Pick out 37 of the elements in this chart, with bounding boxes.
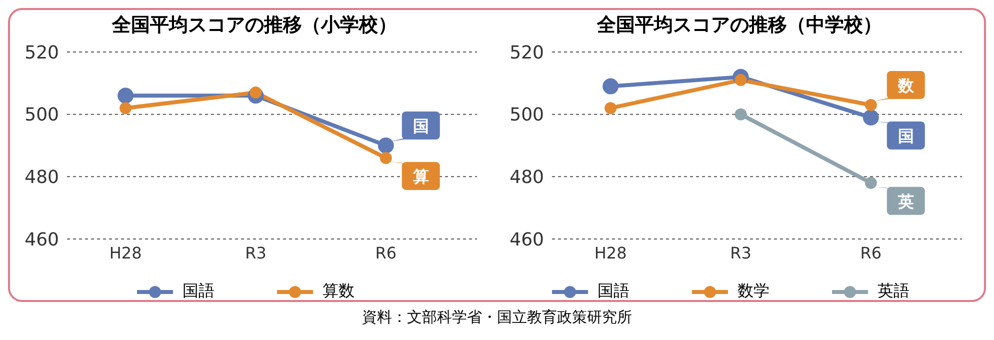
y-tick-label: 500 <box>24 104 59 126</box>
point <box>864 98 877 111</box>
y-tick-label: 520 <box>24 42 59 64</box>
point <box>120 102 132 114</box>
y-tick-label: 500 <box>510 104 544 126</box>
y-tick-label: 520 <box>510 42 544 64</box>
legend-label: 国語 <box>182 281 214 302</box>
x-tick-label: R6 <box>860 243 882 262</box>
point <box>378 138 394 154</box>
annotation: 英 <box>896 192 914 211</box>
x-tick-label: R3 <box>245 243 266 262</box>
annotation: 国 <box>898 126 914 146</box>
point <box>118 88 134 104</box>
y-tick-label: 480 <box>24 167 59 188</box>
chart-title: 全国平均スコアの推移（小学校） <box>110 13 398 38</box>
legend-label: 国語 <box>598 281 630 302</box>
text: 資料：文部科学省・国立教育政策研究所 <box>361 308 633 327</box>
point <box>864 176 877 189</box>
point <box>604 102 617 114</box>
chart-title: 全国平均スコアの推移（中学校） <box>596 13 883 38</box>
annotation: 数 <box>896 76 915 95</box>
legend-label: 算数 <box>322 281 354 302</box>
x-tick-label: H28 <box>594 243 627 262</box>
legend-label: 英語 <box>878 281 910 302</box>
point <box>602 78 619 94</box>
y-tick-label: 480 <box>510 167 544 188</box>
annotation: 国 <box>412 116 429 136</box>
y-tick-label: 460 <box>510 229 544 250</box>
y-tick-label: 460 <box>24 229 59 250</box>
x-tick-label: R6 <box>375 243 397 262</box>
annotation: 算 <box>412 166 429 186</box>
x-tick-label: H28 <box>109 243 142 262</box>
point <box>734 108 747 120</box>
point <box>862 109 879 126</box>
legend-label: 数学 <box>738 281 770 302</box>
x-tick-label: R3 <box>730 243 752 262</box>
point <box>380 152 392 164</box>
